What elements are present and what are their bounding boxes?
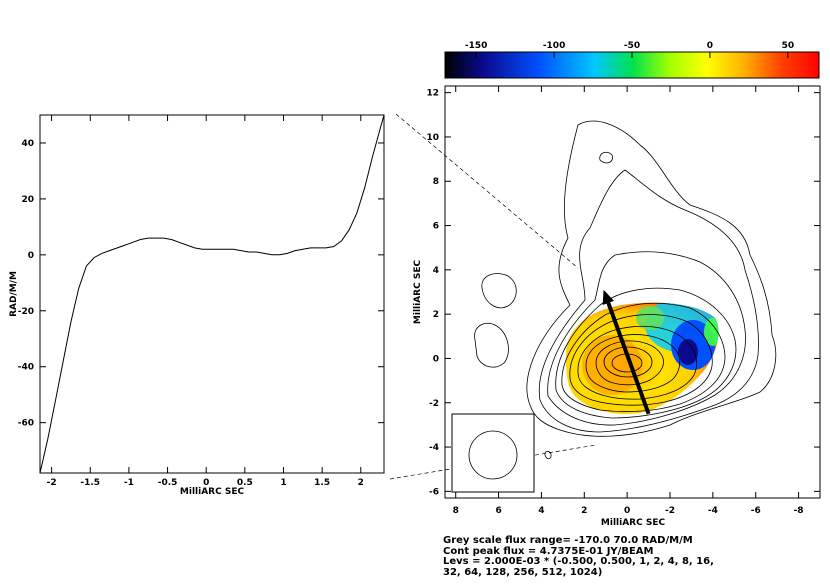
left-y-tick-label: 40 xyxy=(21,139,34,149)
jet-direction-arrow xyxy=(602,289,651,415)
map-x-tick-label: 8 xyxy=(453,506,459,516)
arrow-head xyxy=(602,289,614,305)
left-x-tick-label: 1 xyxy=(280,478,286,488)
map-x-tick-label: -6 xyxy=(751,506,761,516)
arrow-shaft xyxy=(606,302,651,415)
left-x-tick-label: 0.5 xyxy=(237,478,253,488)
caption-line-4: 32, 64, 128, 256, 512, 1024) xyxy=(443,566,603,578)
left-x-tick-label: 1.5 xyxy=(314,478,330,488)
colorbar-tick-label: -50 xyxy=(624,41,640,51)
left-y-tick-label: 0 xyxy=(28,251,34,261)
left-x-tick-label: -0.5 xyxy=(158,478,178,488)
caption-line-2: Cont peak flux = 4.7375E-01 JY/BEAM xyxy=(443,545,654,557)
map-x-tick-label: -4 xyxy=(708,506,718,516)
zoom-line-top xyxy=(395,113,579,269)
rm-profile-line xyxy=(39,114,385,474)
caption-line-3: Levs = 2.000E-03 * (-0.500, 0.500, 1, 2,… xyxy=(443,556,714,567)
map-y-tick-label: -6 xyxy=(429,487,439,497)
map-x-tick-label: 0 xyxy=(624,506,630,516)
left-x-tick-label: -2 xyxy=(47,478,57,488)
rm-map-panel: -150 -100 -50 0 50 xyxy=(413,41,821,528)
map-y-tick-label: 6 xyxy=(433,222,439,232)
left-x-tick-label: 2 xyxy=(358,478,364,488)
left-x-axis-label: MilliARC SEC xyxy=(180,487,245,497)
colorbar-tick-label: 50 xyxy=(782,41,795,51)
map-x-tick-label: -8 xyxy=(794,506,804,516)
left-y-tick-label: 20 xyxy=(21,195,34,205)
map-y-tick-label: 0 xyxy=(433,354,439,364)
caption-line-1: Grey scale flux range= -170.0 70.0 RAD/M… xyxy=(443,535,693,546)
map-y-tick-label: 12 xyxy=(426,89,439,99)
map-y-tick-label: 10 xyxy=(426,133,439,143)
map-y-tick-label: 8 xyxy=(433,177,439,187)
left-y-axis-label: RAD/M/M xyxy=(9,271,19,317)
left-axis-ticks: -2 -1.5 -1 -0.5 0 0.5 1 1.5 2 -60 -40 -20 0 20 40 xyxy=(18,115,384,488)
map-x-tick-label: -2 xyxy=(665,506,675,516)
colorbar-ticks: -150 -100 -50 0 50 xyxy=(465,41,794,58)
colorbar-tick-label: -150 xyxy=(465,41,488,51)
map-x-tick-label: 6 xyxy=(495,506,501,516)
rm-profile-panel: -2 -1.5 -1 -0.5 0 0.5 1 1.5 2 -60 -40 -20 0 20 40 Mill… xyxy=(9,114,385,497)
map-x-tick-label: 2 xyxy=(581,506,587,516)
map-y-axis-label: MilliARC SEC xyxy=(413,260,423,325)
left-x-tick-label: 0 xyxy=(203,478,209,488)
map-y-tick-label: 2 xyxy=(433,310,439,320)
left-y-tick-label: -40 xyxy=(18,363,34,373)
flux-contours xyxy=(474,120,777,460)
left-x-tick-label: -1 xyxy=(124,478,134,488)
colorbar-tick-label: -100 xyxy=(543,41,566,51)
rm-color-image xyxy=(566,302,719,415)
colorbar-tick-label: 0 xyxy=(707,41,713,51)
map-axis-ticks: 8 6 4 2 0 -2 -4 -6 -8 -6 -4 -2 0 2 4 6 8 10 12 xyxy=(426,86,820,516)
left-plot-frame xyxy=(39,114,385,474)
left-y-tick-label: -20 xyxy=(18,307,34,317)
map-y-tick-label: 4 xyxy=(433,266,439,276)
map-x-tick-label: 4 xyxy=(538,506,544,516)
map-frame xyxy=(444,85,821,499)
left-y-tick-label: -60 xyxy=(18,419,34,429)
map-y-tick-label: -4 xyxy=(429,443,439,453)
map-x-axis-label: MilliARC SEC xyxy=(601,518,666,528)
left-x-tick-label: -1.5 xyxy=(80,478,100,488)
beam-inset-box xyxy=(451,413,535,493)
beam-ellipse xyxy=(468,430,518,480)
map-y-tick-label: -2 xyxy=(429,399,439,409)
